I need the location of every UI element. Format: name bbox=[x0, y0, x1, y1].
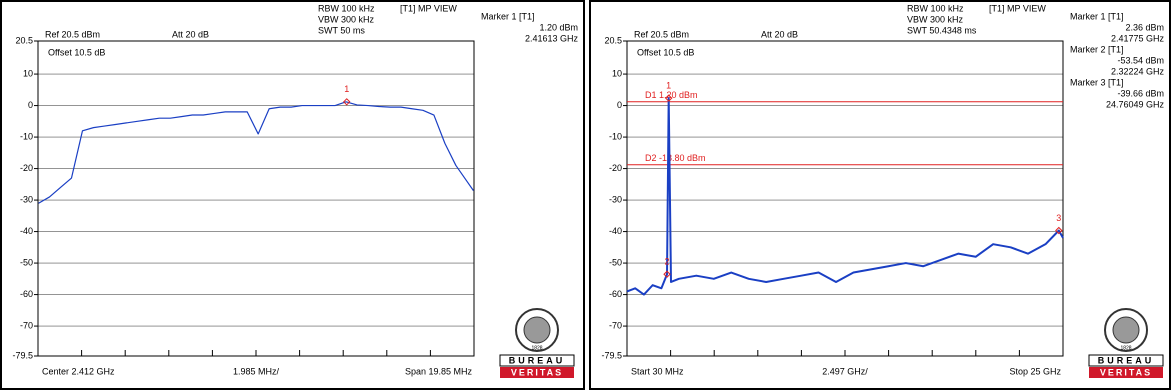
y-tick-label: -50 bbox=[609, 257, 622, 267]
marker-frequency: 2.32224 GHz bbox=[1111, 66, 1165, 76]
marker-glyph bbox=[343, 98, 351, 106]
logo-seal-inner bbox=[523, 316, 551, 344]
logo-bottom: VERITAS bbox=[511, 367, 563, 377]
display-line-label: D2 -18.80 dBm bbox=[645, 153, 706, 163]
y-tick-label: -20 bbox=[609, 163, 622, 173]
x-end-label: Span 19.85 MHz bbox=[405, 366, 473, 376]
y-tick-label: -60 bbox=[609, 289, 622, 299]
marker-value: 1.20 dBm bbox=[539, 22, 578, 32]
y-tick-label: -40 bbox=[20, 226, 33, 236]
y-tick-label: -30 bbox=[20, 194, 33, 204]
trace bbox=[626, 97, 1064, 296]
view: [T1] MP VIEW bbox=[400, 3, 457, 13]
trace bbox=[38, 101, 474, 204]
marker-number: 1 bbox=[666, 81, 671, 91]
marker-glyph bbox=[664, 94, 673, 102]
y-tick-label: -30 bbox=[609, 194, 622, 204]
logo-top-box bbox=[1088, 354, 1164, 367]
marker-number: 2 bbox=[665, 257, 670, 267]
x-end-label: Stop 25 GHz bbox=[1009, 366, 1061, 376]
y-tick-label: 20.5 bbox=[15, 35, 33, 45]
att: Att 20 dB bbox=[761, 29, 798, 39]
marker-glyph bbox=[1055, 226, 1063, 235]
vbw: VBW 300 kHz bbox=[907, 14, 964, 24]
logo-year: 1828 bbox=[531, 345, 542, 351]
y-tick-label: -70 bbox=[609, 320, 622, 330]
marker-name: Marker 2 [T1] bbox=[1070, 44, 1124, 54]
swt: SWT 50 ms bbox=[318, 25, 365, 35]
y-tick-label: -40 bbox=[609, 226, 622, 236]
y-tick-label: 0 bbox=[617, 100, 622, 110]
logo-top-box bbox=[499, 354, 575, 367]
y-tick-label: -20 bbox=[20, 163, 33, 173]
swt: SWT 50.4348 ms bbox=[907, 25, 977, 35]
logo-top: BUREAU bbox=[509, 355, 566, 365]
y-tick-label: 20.5 bbox=[604, 35, 622, 45]
offset: Offset 10.5 dB bbox=[48, 47, 105, 57]
display-line-label: D1 1.20 dBm bbox=[645, 90, 698, 100]
marker-glyph bbox=[663, 270, 671, 278]
att: Att 20 dB bbox=[172, 29, 209, 39]
x-div-label: 2.497 GHz/ bbox=[822, 366, 868, 376]
logo-year: 1828 bbox=[1120, 345, 1131, 351]
marker-number: 1 bbox=[344, 84, 349, 94]
y-tick-label: -60 bbox=[20, 289, 33, 299]
marker-number: 3 bbox=[1056, 213, 1061, 223]
y-tick-label: 10 bbox=[612, 68, 622, 78]
rbw: RBW 100 kHz bbox=[318, 3, 375, 13]
logo-seal-inner bbox=[1112, 316, 1140, 344]
marker-name: Marker 1 [T1] bbox=[1070, 11, 1124, 21]
marker-name: Marker 3 [T1] bbox=[1070, 77, 1124, 87]
y-tick-label: -10 bbox=[609, 131, 622, 141]
panel-border bbox=[589, 0, 1171, 390]
marker-frequency: 2.41775 GHz bbox=[1111, 33, 1165, 43]
y-tick-label: 0 bbox=[28, 100, 33, 110]
y-tick-label: -70 bbox=[20, 320, 33, 330]
panel-border bbox=[0, 0, 585, 390]
logo-top: BUREAU bbox=[1098, 355, 1155, 365]
logo-bottom: VERITAS bbox=[1100, 367, 1152, 377]
marker-value: 2.36 dBm bbox=[1125, 22, 1164, 32]
logo-bottom-box bbox=[500, 367, 574, 378]
y-tick-label: -79.5 bbox=[12, 350, 33, 360]
marker-frequency: 2.41613 GHz bbox=[525, 33, 579, 43]
logo: 1828 BUREAU VERITAS bbox=[1088, 308, 1164, 378]
view: [T1] MP VIEW bbox=[989, 3, 1046, 13]
ref: Ref 20.5 dBm bbox=[634, 29, 689, 39]
logo: 1828 BUREAU VERITAS bbox=[499, 308, 575, 378]
marker-frequency: 24.76049 GHz bbox=[1106, 99, 1165, 109]
logo-bottom-box bbox=[1089, 367, 1163, 378]
vbw: VBW 300 kHz bbox=[318, 14, 375, 24]
x-start-label: Start 30 MHz bbox=[631, 366, 684, 376]
marker-value: -39.66 dBm bbox=[1117, 88, 1164, 98]
rbw: RBW 100 kHz bbox=[907, 3, 964, 13]
y-tick-label: -10 bbox=[20, 131, 33, 141]
y-tick-label: -79.5 bbox=[601, 350, 622, 360]
x-div-label: 1.985 MHz/ bbox=[233, 366, 280, 376]
ref: Ref 20.5 dBm bbox=[45, 29, 100, 39]
marker-value: -53.54 dBm bbox=[1117, 55, 1164, 65]
offset: Offset 10.5 dB bbox=[637, 47, 694, 57]
y-tick-label: 10 bbox=[23, 68, 33, 78]
marker-name: Marker 1 [T1] bbox=[481, 11, 535, 21]
y-tick-label: -50 bbox=[20, 257, 33, 267]
x-start-label: Center 2.412 GHz bbox=[42, 366, 115, 376]
